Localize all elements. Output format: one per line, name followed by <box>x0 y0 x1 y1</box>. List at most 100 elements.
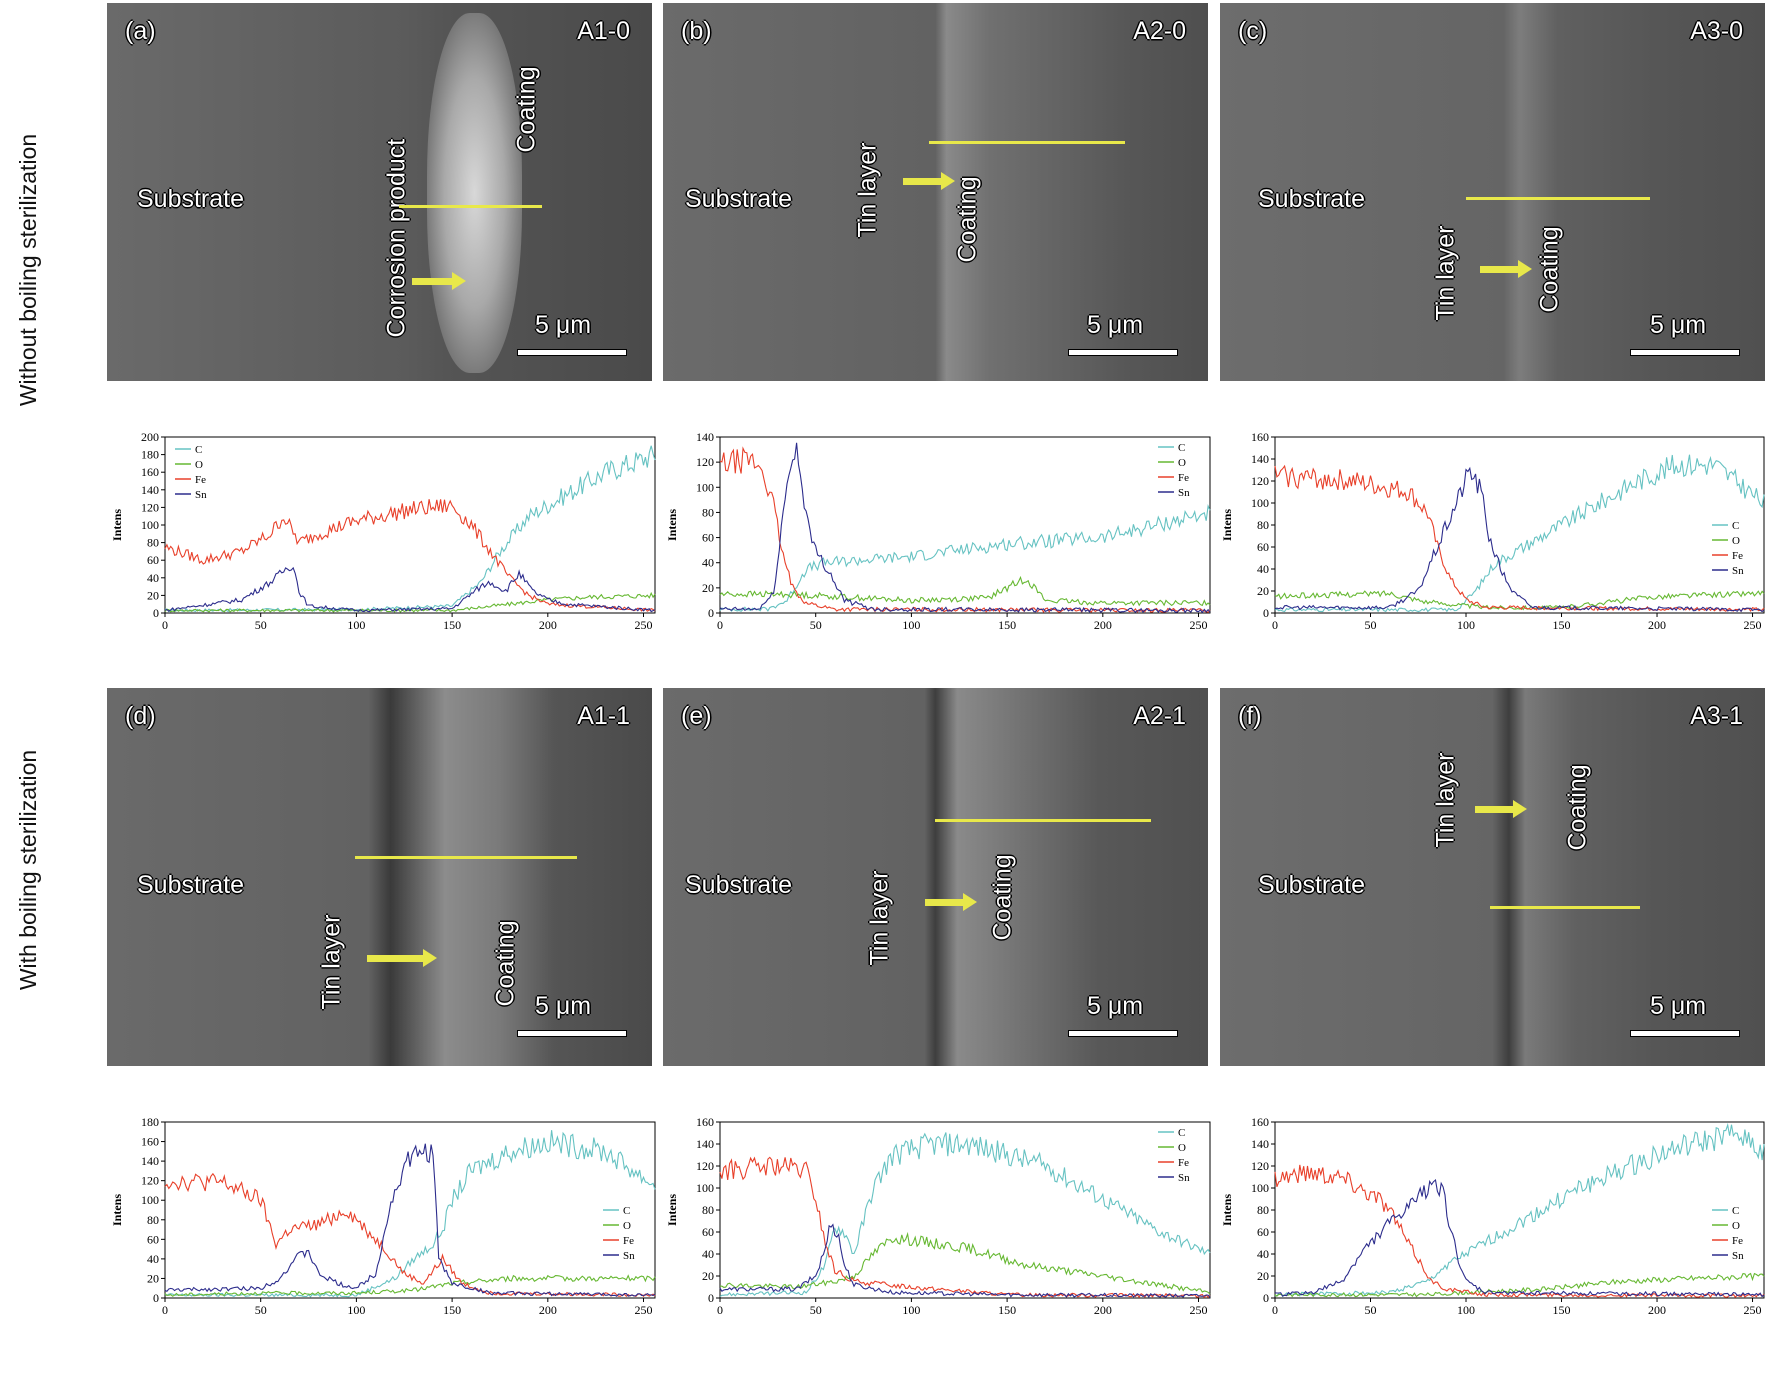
legend-label: C <box>1178 442 1185 454</box>
y-tick-label: 80 <box>1257 1203 1269 1217</box>
line-scan-a <box>399 205 542 208</box>
line-scan-f <box>1490 906 1640 909</box>
legend-label: Fe <box>195 474 206 486</box>
coating-label-f: Coating <box>1563 764 1592 851</box>
series-o-line <box>1274 590 1765 611</box>
panel-label-c: (c) <box>1238 17 1268 45</box>
x-tick-label: 200 <box>1648 618 1666 632</box>
substrate-label-e: Substrate <box>685 871 793 899</box>
coating-label-e: Coating <box>988 854 1017 941</box>
scale-label-f: 5 μm <box>1650 992 1707 1020</box>
substrate-label-a: Substrate <box>137 185 245 213</box>
y-tick-label: 100 <box>1251 1181 1269 1195</box>
legend-label: Fe <box>1178 472 1189 484</box>
y-tick-label: 180 <box>141 1115 159 1129</box>
x-tick-label: 250 <box>635 618 653 632</box>
y-tick-label: 20 <box>1257 584 1269 598</box>
series-fe-line <box>719 1156 1211 1299</box>
legend-label: Fe <box>623 1235 634 1247</box>
sem-panel-d: (d) A1-1 Substrate Tin layer Coating 5 μ… <box>107 688 652 1066</box>
x-tick-label: 0 <box>1272 618 1278 632</box>
y-tick-label: 120 <box>696 455 714 469</box>
y-axis-label: Intens <box>1220 1194 1234 1226</box>
legend-label: Fe <box>1732 1235 1743 1247</box>
scale-bar-f <box>1630 1030 1740 1037</box>
legend-label: C <box>195 444 202 456</box>
panel-label-d: (d) <box>125 702 156 730</box>
x-tick-label: 150 <box>443 618 461 632</box>
plot-frame <box>719 1121 1211 1299</box>
coating-label-a: Coating <box>512 66 541 153</box>
legend-label: C <box>1178 1127 1185 1139</box>
x-tick-label: 200 <box>539 1303 557 1317</box>
legend-label: Sn <box>1178 1172 1190 1184</box>
substrate-label-b: Substrate <box>685 185 793 213</box>
series-sn-line <box>1274 1178 1765 1298</box>
y-tick-label: 0 <box>1263 1291 1269 1305</box>
legend-label: Sn <box>1178 487 1190 499</box>
line-scan-chart-e: 0 20 40 60 80 100 120 140 160 0 50 100 150 200 250 Inte… <box>665 1115 1211 1317</box>
panel-code-e: A2-1 <box>1133 702 1186 730</box>
y-tick-label: 20 <box>147 1271 159 1285</box>
y-tick-label: 160 <box>1251 430 1269 444</box>
row-label-without: Without boiling sterilization <box>15 133 41 407</box>
x-tick-label: 50 <box>255 1303 267 1317</box>
y-tick-label: 0 <box>153 1291 159 1305</box>
legend-label: Sn <box>623 1250 635 1262</box>
scale-bar-a <box>517 349 627 356</box>
series-sn-line <box>719 442 1211 614</box>
panel-code-f: A3-1 <box>1690 702 1743 730</box>
y-axis-label: Intens <box>110 509 124 541</box>
x-tick-label: 100 <box>347 618 365 632</box>
y-axis-label: Intens <box>110 1194 124 1226</box>
x-tick-label: 0 <box>1272 1303 1278 1317</box>
legend-label: Fe <box>1178 1157 1189 1169</box>
y-tick-label: 140 <box>1251 452 1269 466</box>
y-tick-label: 60 <box>1257 1225 1269 1239</box>
legend-label: C <box>1732 1205 1739 1217</box>
y-tick-label: 60 <box>702 531 714 545</box>
x-tick-label: 250 <box>635 1303 653 1317</box>
series-o-line <box>719 575 1211 607</box>
series-c-line <box>719 1132 1211 1298</box>
legend-label: O <box>623 1220 631 1232</box>
line-scan-c <box>1466 197 1650 200</box>
scale-label-c: 5 μm <box>1650 311 1707 339</box>
corrosion-product-label-a: Corrosion product <box>382 138 411 338</box>
y-tick-label: 180 <box>141 448 159 462</box>
x-tick-label: 150 <box>443 1303 461 1317</box>
y-tick-label: 40 <box>147 1252 159 1266</box>
sem-panel-a: (a) A1-0 Substrate Corrosion product Coa… <box>107 3 652 381</box>
series-sn-line <box>164 566 656 613</box>
y-tick-label: 140 <box>696 430 714 444</box>
legend-label: Sn <box>1732 1250 1744 1262</box>
series-sn-line <box>719 1223 1211 1298</box>
panel-label-a: (a) <box>125 17 156 45</box>
line-scan-e <box>935 819 1151 822</box>
panel-label-e: (e) <box>681 702 712 730</box>
y-tick-label: 200 <box>141 430 159 444</box>
y-tick-label: 60 <box>147 553 159 567</box>
scale-label-e: 5 μm <box>1087 992 1144 1020</box>
series-c-line <box>164 445 656 613</box>
series-fe-line <box>164 1172 656 1298</box>
x-tick-label: 150 <box>1553 618 1571 632</box>
y-tick-label: 60 <box>1257 540 1269 554</box>
tin-layer-label-b: Tin layer <box>853 142 882 238</box>
y-tick-label: 140 <box>696 1137 714 1151</box>
y-tick-label: 100 <box>1251 496 1269 510</box>
x-tick-label: 50 <box>1365 1303 1377 1317</box>
y-tick-label: 100 <box>141 518 159 532</box>
line-scan-d <box>355 856 577 859</box>
x-tick-label: 100 <box>902 618 920 632</box>
sem-panel-e: (e) A2-1 Substrate Tin layer Coating 5 μ… <box>663 688 1208 1066</box>
y-axis-label: Intens <box>665 509 679 541</box>
coating-label-d: Coating <box>491 920 520 1007</box>
line-scan-chart-b: 0 20 40 60 80 100 120 140 0 50 100 150 200 250 Intens C… <box>665 430 1211 632</box>
panel-code-b: A2-0 <box>1133 17 1186 45</box>
x-tick-label: 150 <box>998 1303 1016 1317</box>
series-c-line <box>1274 1122 1765 1298</box>
scale-bar-b <box>1068 349 1178 356</box>
coating-label-b: Coating <box>953 176 982 263</box>
x-tick-label: 150 <box>998 618 1016 632</box>
